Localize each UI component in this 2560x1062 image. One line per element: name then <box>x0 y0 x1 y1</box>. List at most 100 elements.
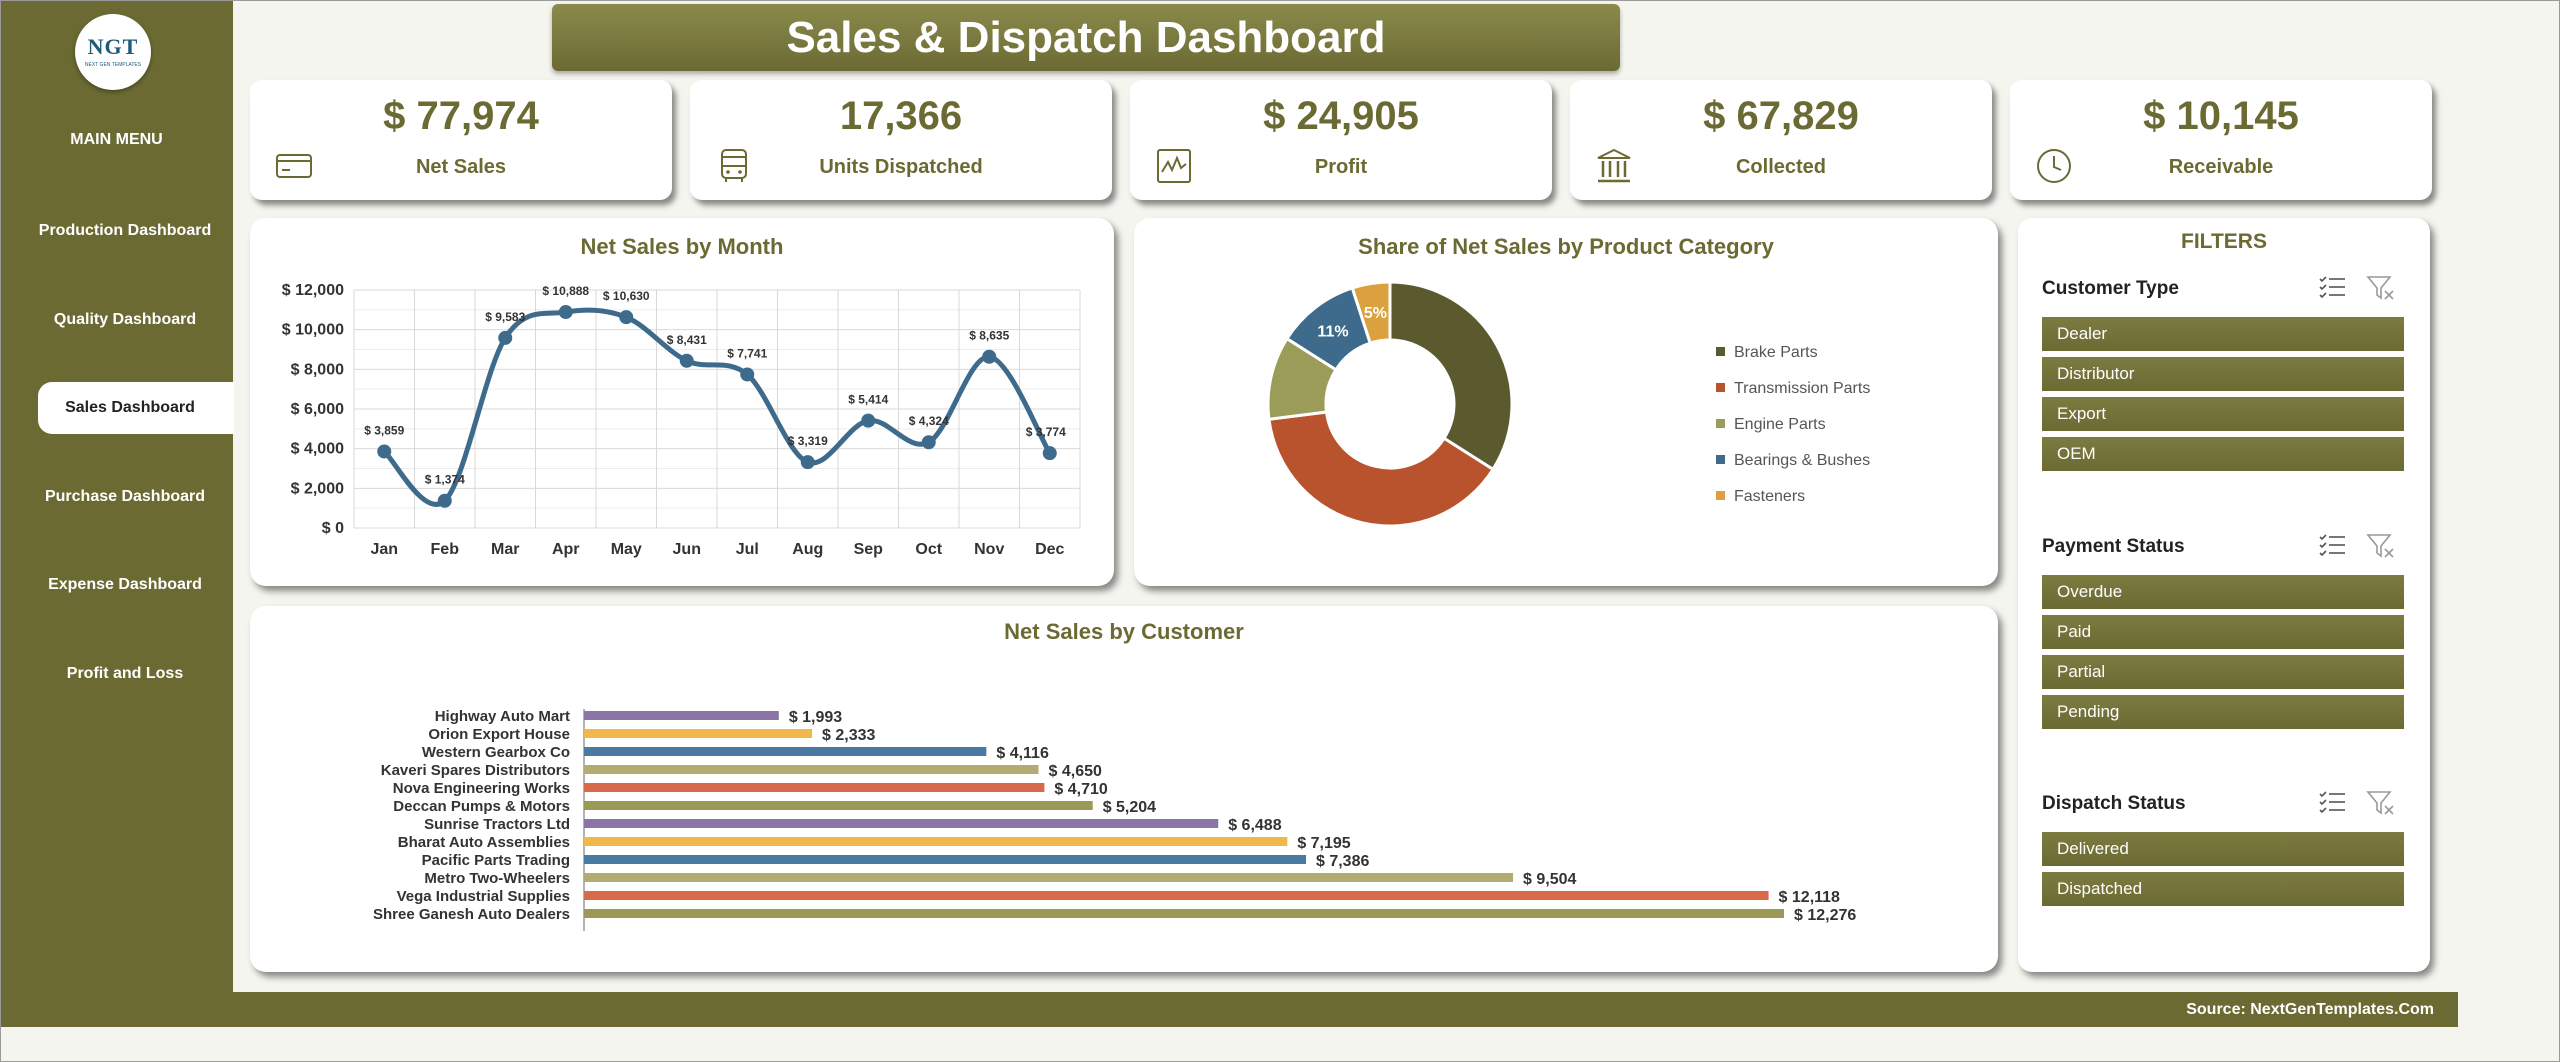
y-tick-label: $ 4,000 <box>291 441 344 458</box>
x-tick-label: Oct <box>915 541 942 558</box>
x-tick-label: Jun <box>673 541 701 558</box>
y-tick-label: $ 0 <box>322 520 344 537</box>
legend-swatch <box>1716 455 1725 464</box>
legend-swatch <box>1716 491 1725 500</box>
sidebar-item-purchase-dashboard[interactable]: Purchase Dashboard <box>44 488 206 505</box>
customer-bar <box>584 891 1769 900</box>
sidebar-item-sales-dashboard[interactable]: Sales Dashboard <box>38 382 234 434</box>
x-tick-label: Dec <box>1035 541 1064 558</box>
credit-card-icon <box>276 154 312 178</box>
y-tick-label: $ 8,000 <box>291 361 344 378</box>
data-label: $ 7,741 <box>727 346 767 360</box>
net-sales-by-month-chart: $ 0 $ 2,000 $ 4,000 $ 6,000 $ 8,000 $ 10,000 $… <box>282 282 1081 558</box>
data-label: $ 8,431 <box>667 333 707 347</box>
filter-partial-button[interactable]: Partial <box>2042 655 2404 689</box>
data-label: $ 5,414 <box>848 393 888 407</box>
donut-slice <box>1388 280 1514 472</box>
donut-slice <box>1267 410 1496 528</box>
x-tick-label: Jul <box>736 541 759 558</box>
clear-filter-icon[interactable] <box>2366 789 2396 817</box>
customer-label: Deccan Pumps & Motors <box>393 798 570 815</box>
customer-bar <box>584 909 1784 918</box>
footer-bar: Source: NextGenTemplates.Com <box>0 992 2458 1027</box>
customer-label: Orion Export House <box>428 726 570 743</box>
data-label: $ 8,635 <box>969 329 1009 343</box>
filter-overdue-button[interactable]: Overdue <box>2042 575 2404 609</box>
kpi-value: 17,366 <box>839 94 963 138</box>
x-tick-label: Aug <box>792 541 823 558</box>
bus-icon <box>721 149 747 182</box>
data-point <box>1042 446 1057 461</box>
filter-pending-button[interactable]: Pending <box>2042 695 2404 729</box>
main-menu-title: MAIN MENU <box>70 131 163 148</box>
product-category-share-panel: Share of Net Sales by Product Category 1… <box>1134 218 1998 586</box>
customer-bar <box>584 873 1514 882</box>
filter-delivered-button[interactable]: Delivered <box>2042 832 2404 866</box>
kpi-value: $ 67,829 <box>1703 94 1859 138</box>
customer-label: Metro Two-Wheelers <box>424 870 570 887</box>
legend-label: Transmission Parts <box>1734 380 1870 397</box>
x-tick-label: Jan <box>370 541 398 558</box>
customer-bar <box>584 747 987 756</box>
sidebar: NGT NEXT GEN TEMPLATES MAIN MENU Product… <box>0 0 234 992</box>
legend-label: Fasteners <box>1734 488 1805 505</box>
filter-paid-button[interactable]: Paid <box>2042 615 2404 649</box>
customer-label: Nova Engineering Works <box>393 780 570 797</box>
bar-value-label: $ 7,386 <box>1316 853 1369 870</box>
customer-bar <box>584 837 1288 846</box>
kpi-label: Profit <box>1314 156 1368 178</box>
logo-text: NGT <box>87 34 139 59</box>
sidebar-item-expense-dashboard[interactable]: Expense Dashboard <box>48 576 202 593</box>
filter-distributor-button[interactable]: Distributor <box>2042 357 2404 391</box>
customer-bar <box>584 855 1306 864</box>
kpi-card-units-dispatched: 17,366 Units Dispatched <box>690 80 1112 200</box>
kpi-value: $ 77,974 <box>383 94 539 138</box>
x-tick-label: May <box>611 541 642 558</box>
customer-label: Highway Auto Mart <box>435 708 570 725</box>
clear-filter-icon[interactable] <box>2366 274 2396 302</box>
filter-dealer-button[interactable]: Dealer <box>2042 317 2404 351</box>
net-sales-by-customer-chart: Highway Auto Mart $ 1,993 Orion Export Hou… <box>373 708 1856 931</box>
x-tick-label: Mar <box>491 541 519 558</box>
customer-label: Vega Industrial Supplies <box>397 888 570 905</box>
bar-value-label: $ 6,488 <box>1228 817 1281 834</box>
legend-label: Bearings & Bushes <box>1734 452 1870 469</box>
clear-filter-icon[interactable] <box>2366 532 2396 560</box>
bar-value-label: $ 4,116 <box>996 745 1049 762</box>
line-chart-icon <box>1157 149 1191 183</box>
data-label: $ 3,319 <box>788 434 828 448</box>
kpi-label: Receivable <box>2168 156 2274 178</box>
customer-label: Kaveri Spares Distributors <box>381 762 570 779</box>
filter-oem-button[interactable]: OEM <box>2042 437 2404 471</box>
sidebar-item-quality-dashboard[interactable]: Quality Dashboard <box>53 311 197 328</box>
bar-value-label: $ 9,504 <box>1523 871 1576 888</box>
data-point <box>679 353 694 368</box>
sidebar-item-production-dashboard[interactable]: Production Dashboard <box>38 222 212 239</box>
multi-select-icon[interactable] <box>2318 274 2348 302</box>
data-label: $ 3,859 <box>364 423 404 437</box>
customer-bar <box>584 765 1039 774</box>
multi-select-icon[interactable] <box>2318 789 2348 817</box>
filter-export-button[interactable]: Export <box>2042 397 2404 431</box>
customer-bar <box>584 783 1045 792</box>
slice-label: 11% <box>1317 324 1348 341</box>
page-title: Sales & Dispatch Dashboard <box>552 4 1620 71</box>
sidebar-item-profit-and-loss[interactable]: Profit and Loss <box>66 665 184 682</box>
data-point <box>921 435 936 450</box>
multi-select-icon[interactable] <box>2318 532 2348 560</box>
legend-swatch <box>1716 383 1725 392</box>
chart-title: Net Sales by Customer <box>1004 619 1244 644</box>
payment-status-title: Payment Status <box>2042 536 2185 557</box>
y-tick-label: $ 6,000 <box>291 401 344 418</box>
customer-bar <box>584 819 1219 828</box>
source-credit: Source: NextGenTemplates.Com <box>2186 1001 2434 1018</box>
bar-value-label: $ 4,650 <box>1049 763 1102 780</box>
bar-value-label: $ 12,118 <box>1779 889 1841 906</box>
kpi-label: Units Dispatched <box>819 156 983 178</box>
kpi-card-net-sales: $ 77,974 Net Sales <box>250 80 672 200</box>
data-point <box>558 305 573 320</box>
kpi-label: Collected <box>1735 156 1827 178</box>
data-label: $ 3,774 <box>1026 425 1066 439</box>
legend-swatch <box>1716 347 1725 356</box>
filter-dispatched-button[interactable]: Dispatched <box>2042 872 2404 906</box>
